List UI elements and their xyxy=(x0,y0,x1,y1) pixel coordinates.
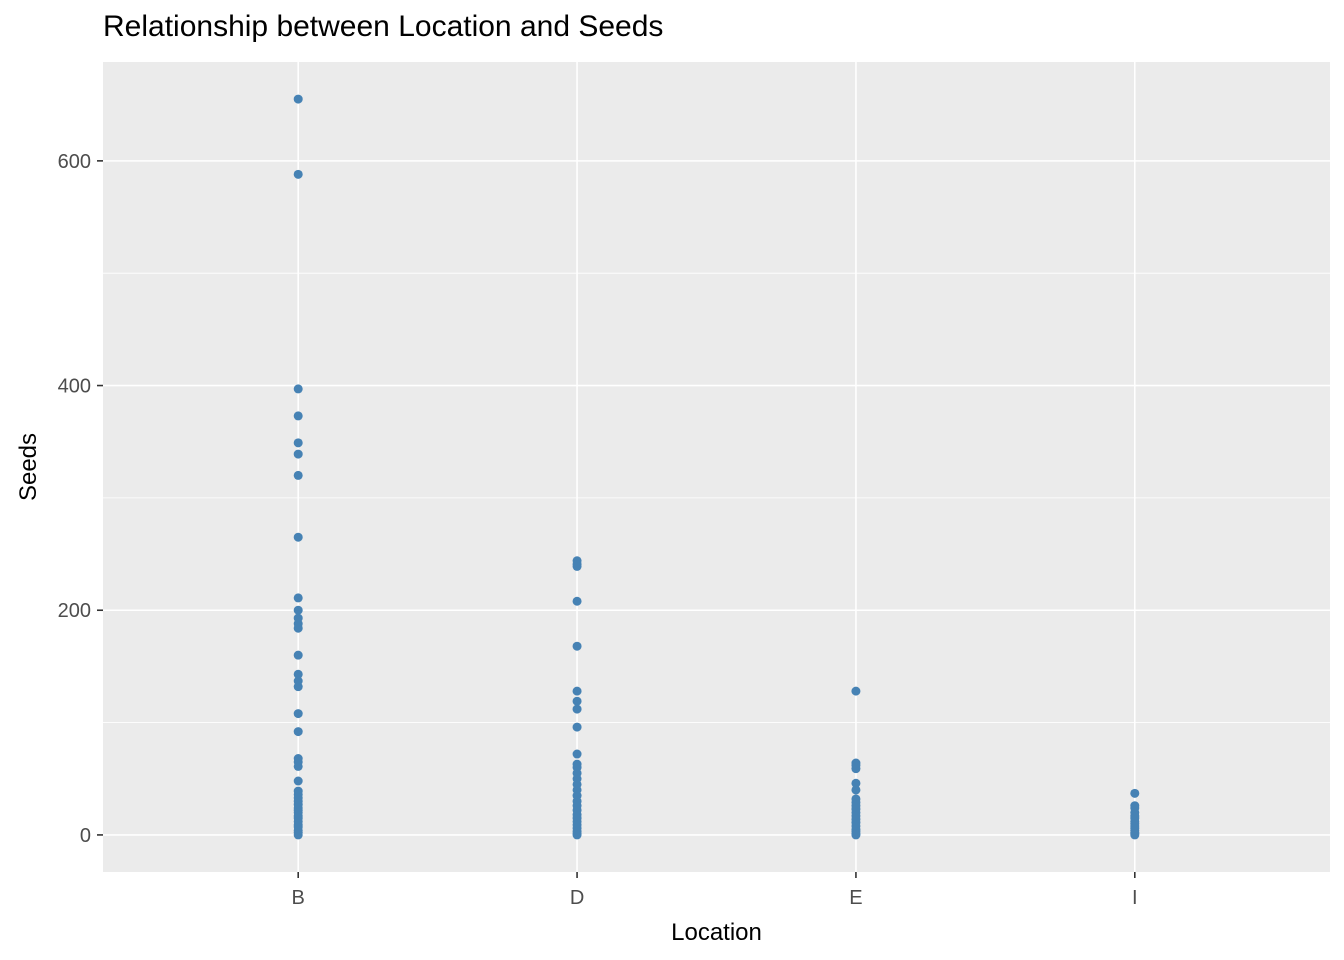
data-point xyxy=(293,727,303,737)
data-point xyxy=(293,94,303,104)
data-point xyxy=(572,561,582,571)
data-point xyxy=(293,411,303,421)
plot-panel xyxy=(103,62,1330,872)
y-tick-label: 600 xyxy=(58,151,91,173)
data-point xyxy=(293,776,303,786)
data-point xyxy=(293,650,303,660)
data-point xyxy=(572,722,582,732)
data-point xyxy=(293,605,303,615)
data-points xyxy=(293,94,1140,840)
chart-title: Relationship between Location and Seeds xyxy=(103,10,664,43)
data-point xyxy=(572,704,582,714)
x-tick-label: D xyxy=(570,887,584,909)
data-point xyxy=(293,593,303,603)
data-point xyxy=(851,686,861,696)
data-point xyxy=(572,749,582,759)
data-point xyxy=(851,830,861,840)
data-point xyxy=(293,384,303,394)
data-point xyxy=(293,682,303,692)
data-point xyxy=(572,686,582,696)
y-tick-label: 0 xyxy=(80,825,91,847)
data-point xyxy=(293,669,303,679)
data-point xyxy=(293,623,303,633)
data-point xyxy=(851,785,861,795)
data-point xyxy=(572,596,582,606)
y-tick-label: 400 xyxy=(58,376,91,398)
data-point xyxy=(293,830,303,840)
x-tick-label: E xyxy=(849,887,862,909)
data-point xyxy=(572,696,582,706)
data-point xyxy=(293,761,303,771)
data-point xyxy=(572,641,582,651)
data-point xyxy=(293,438,303,448)
data-point xyxy=(851,764,861,774)
y-tick-label: 200 xyxy=(58,600,91,622)
x-tick-label: B xyxy=(292,887,305,909)
data-point xyxy=(572,830,582,840)
data-point xyxy=(293,169,303,179)
data-point xyxy=(1130,830,1140,840)
data-point xyxy=(293,532,303,542)
data-point xyxy=(1130,788,1140,798)
x-axis-title: Location xyxy=(671,919,762,946)
data-point xyxy=(851,778,861,788)
data-point xyxy=(293,709,303,719)
y-axis: 0 200 400 600 xyxy=(58,151,103,847)
major-gridlines xyxy=(103,62,1330,872)
minor-gridlines xyxy=(103,272,1330,723)
data-point xyxy=(293,449,303,459)
y-axis-title: Seeds xyxy=(15,433,42,501)
x-tick-label: I xyxy=(1132,887,1138,909)
data-point xyxy=(293,470,303,480)
